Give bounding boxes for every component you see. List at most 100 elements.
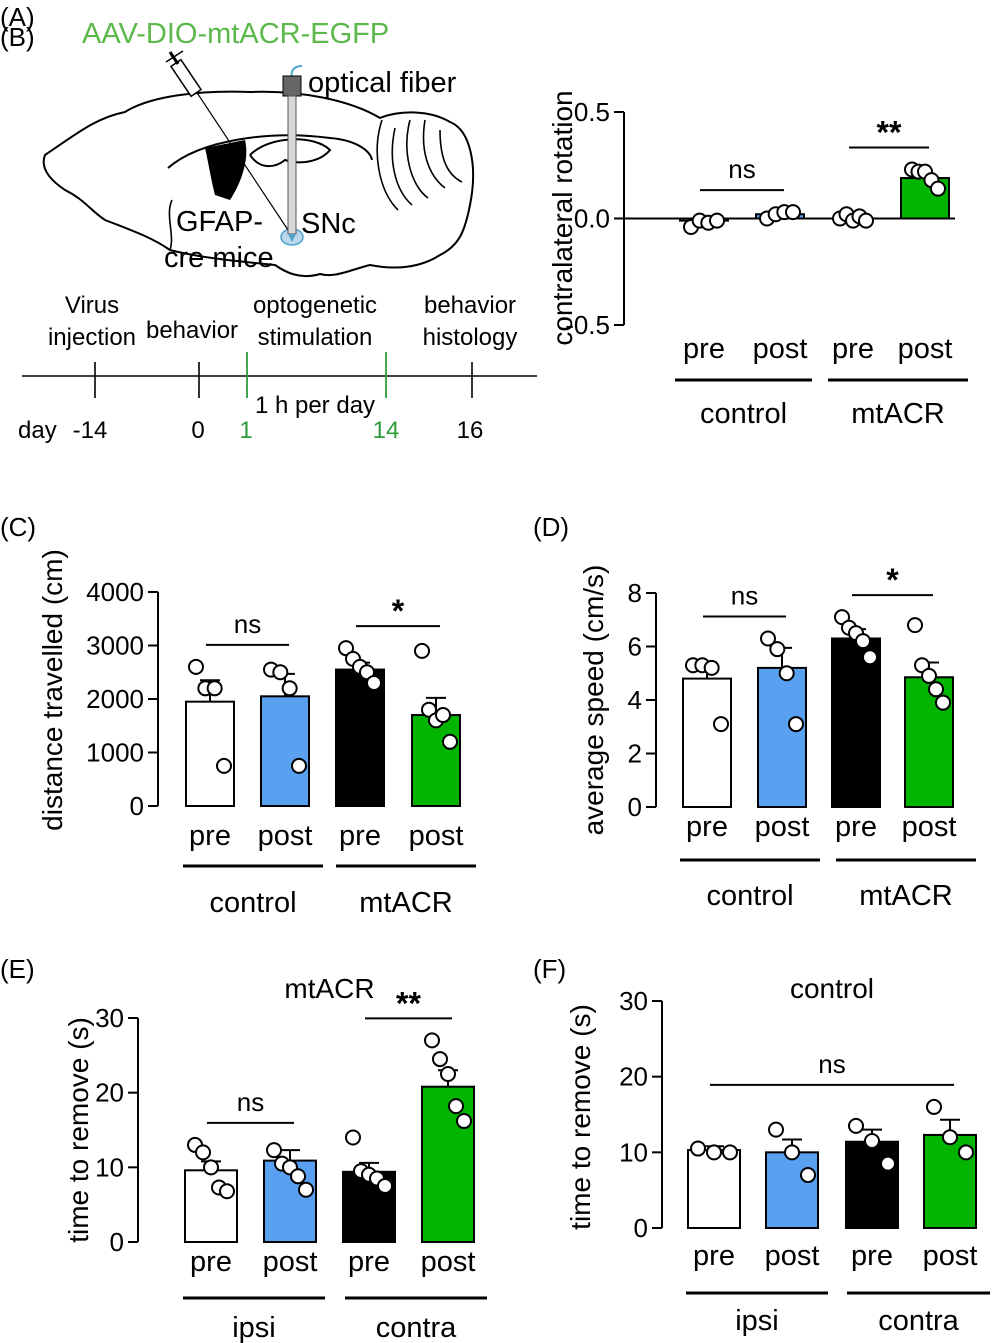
data-point-d	[921, 667, 937, 684]
timeline-behavior-2-l1: behavior	[424, 292, 516, 319]
significance-label-d: *	[886, 562, 899, 598]
data-point-e	[195, 1144, 211, 1161]
ventricle	[205, 140, 247, 200]
data-point-f	[800, 1167, 816, 1184]
bar-d-1	[757, 666, 807, 809]
timeline-behavior-2-l2: histology	[423, 324, 518, 351]
data-point-c	[414, 642, 430, 659]
chart-panel-c: (C)distance travelled (cm) 0 1000 2000 3000 4…	[0, 512, 476, 919]
y-axis-label-c: distance travelled (cm)	[37, 549, 68, 831]
y-tick-label-f: 0	[634, 1213, 648, 1243]
category-label-c: pre	[189, 820, 231, 852]
timeline-span-label: 1 h per day	[255, 392, 375, 419]
category-label-c: post	[409, 820, 464, 852]
data-point-b	[858, 212, 874, 229]
data-point-d	[713, 716, 729, 733]
y-axis-label-b: contralateral rotation	[547, 90, 578, 345]
significance-label-b: ns	[728, 154, 755, 184]
category-label-f: post	[765, 1240, 820, 1272]
panel-label-c: (C)	[0, 512, 36, 542]
chart-title-e: mtACR	[284, 973, 374, 1004]
panel-a: (A) AAV-DIO-mtACR-EGFP optical fiber GFA…	[0, 2, 537, 444]
day-1: 1	[239, 417, 252, 444]
data-point-c	[291, 757, 307, 774]
data-point-d	[855, 633, 871, 650]
y-tick-label-e: 30	[95, 1003, 124, 1033]
optical-fiber-label: optical fiber	[308, 67, 457, 99]
group-label-e: ipsi	[232, 1312, 276, 1343]
group-label-c: control	[209, 887, 296, 919]
data-point-d	[907, 617, 923, 634]
bar-f-2	[845, 1140, 899, 1229]
data-point-c	[442, 733, 458, 750]
data-point-c	[366, 674, 382, 691]
data-point-d	[862, 649, 878, 666]
data-point-e	[290, 1168, 306, 1185]
data-point-e	[298, 1181, 314, 1198]
day-14: 14	[373, 417, 400, 444]
timeline-opto-l1: optogenetic	[253, 292, 377, 319]
data-point-d	[703, 659, 720, 676]
data-point-d	[928, 681, 944, 698]
timeline-opto-l2: stimulation	[258, 324, 373, 351]
data-point-f	[864, 1132, 880, 1149]
category-label-e: pre	[348, 1246, 390, 1278]
group-label-f: ipsi	[735, 1305, 779, 1337]
significance-label-f: ns	[818, 1049, 845, 1079]
group-label-b: control	[700, 398, 787, 430]
data-point-f	[768, 1121, 784, 1138]
category-label-d: post	[902, 811, 957, 843]
bar-e-0	[184, 1169, 238, 1243]
data-point-c	[216, 757, 232, 774]
group-label-b: mtACR	[851, 398, 944, 430]
group-label-d: control	[706, 880, 793, 912]
virus-label: AAV-DIO-mtACR-EGFP	[82, 18, 389, 50]
data-point-b	[785, 204, 801, 221]
data-point-d	[935, 694, 951, 711]
significance-label-d: ns	[731, 580, 758, 610]
group-label-c: mtACR	[359, 887, 452, 919]
data-point-e	[424, 1032, 440, 1049]
data-point-f	[926, 1098, 942, 1115]
data-point-e	[432, 1051, 448, 1068]
data-point-e	[448, 1098, 464, 1115]
data-point-d	[760, 630, 776, 647]
data-point-c	[188, 658, 204, 675]
data-point-e	[219, 1183, 235, 1200]
y-tick-label-c: 1000	[86, 738, 144, 768]
data-point-e	[377, 1178, 393, 1194]
data-point-f	[958, 1144, 974, 1161]
group-label-e: contra	[376, 1312, 457, 1343]
timeline: Virus injection behavior optogenetic sti…	[18, 292, 537, 444]
optical-fiber-icon	[282, 65, 303, 242]
significance-label-e: **	[396, 985, 421, 1021]
bar-c-3	[411, 714, 461, 807]
y-tick-label-c: 4000	[86, 577, 144, 607]
data-point-f	[722, 1144, 738, 1161]
y-tick-label-d: 0	[628, 792, 642, 822]
y-tick-label-d: 4	[628, 685, 642, 715]
category-label-b: post	[898, 333, 953, 365]
y-tick-label-e: 20	[95, 1078, 124, 1108]
bar-c-2	[335, 668, 385, 808]
category-label-d: post	[755, 811, 810, 843]
data-point-f	[942, 1129, 958, 1146]
y-tick-label-b: 0.5	[574, 97, 610, 127]
significance-label-e: ns	[237, 1087, 264, 1117]
significance-label-c: ns	[234, 609, 261, 639]
data-point-c	[206, 680, 223, 697]
data-point-e	[345, 1129, 361, 1146]
timeline-day-label: day	[18, 417, 57, 444]
data-point-d	[788, 716, 804, 733]
category-label-f: pre	[851, 1240, 893, 1272]
y-tick-label-f: 30	[619, 986, 648, 1016]
timeline-behavior-1: behavior	[146, 317, 238, 344]
snc-label: SNc	[301, 208, 356, 240]
group-label-d: mtACR	[859, 880, 952, 912]
y-tick-label-b: 0.0	[574, 204, 610, 234]
